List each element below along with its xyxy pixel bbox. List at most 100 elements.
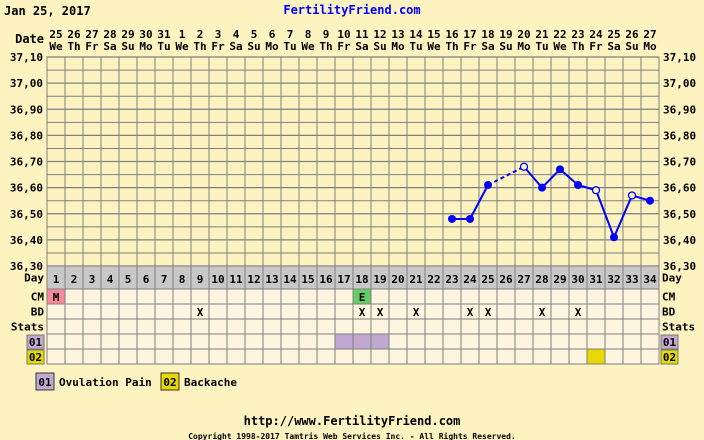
cycle-day: 1 [53, 273, 60, 286]
stat1-cell [136, 333, 156, 350]
bd-cell [226, 303, 246, 320]
cycle-day: 20 [391, 273, 404, 286]
stats-cell [442, 318, 462, 335]
temp-line-segment [541, 168, 561, 189]
date-number: 23 [571, 28, 584, 41]
stats-cell [622, 318, 642, 335]
bd-cell [46, 303, 66, 320]
footer-url[interactable]: http://www.FertilityFriend.com [244, 414, 461, 428]
bd-cell [442, 303, 462, 320]
stat-marker [334, 333, 354, 350]
stat1-cell [172, 333, 192, 350]
legend-code: 02 [163, 376, 176, 389]
date-weekday: We [301, 40, 315, 53]
stat2-cell [424, 348, 444, 365]
y-tick-left: 36,60 [10, 182, 43, 195]
stat-code-left: 02 [29, 351, 42, 364]
legend-swatch [160, 372, 180, 391]
cm-cell [100, 288, 120, 305]
stats-cell [172, 318, 192, 335]
temp-point-open [519, 162, 529, 171]
cm-label-right: CM [662, 291, 676, 304]
site-link[interactable]: FertilityFriend.com [283, 3, 420, 17]
stat2-cell [478, 348, 498, 365]
stat2-cell [442, 348, 462, 365]
date-weekday: Su [247, 40, 260, 53]
date-number: 1 [179, 28, 186, 41]
date-weekday: Mo [139, 40, 153, 53]
stat1-cell [640, 333, 660, 350]
stats-label-left: Stats [11, 321, 44, 334]
stat1-cell [190, 333, 210, 350]
date-weekday: Th [445, 40, 458, 53]
cycle-day: 14 [283, 273, 297, 286]
bd-cell [280, 303, 300, 320]
date-number: 28 [103, 28, 116, 41]
cm-cell [478, 288, 498, 305]
cm-cell [604, 288, 624, 305]
stat2-cell [82, 348, 102, 365]
bd-cell [262, 303, 282, 320]
date-weekday: Su [625, 40, 638, 53]
stat-badge-left [26, 349, 45, 365]
bd-cell [334, 303, 354, 320]
date-number: 31 [157, 28, 171, 41]
stats-cell [424, 318, 444, 335]
stat2-cell [262, 348, 282, 365]
date-weekday: Tu [283, 40, 296, 53]
stats-cell [478, 318, 498, 335]
date-number: 24 [589, 28, 603, 41]
stat1-cell [568, 333, 588, 350]
date-number: 27 [85, 28, 98, 41]
cm-cell [226, 288, 246, 305]
cm-cell [550, 288, 570, 305]
bd-cell [298, 303, 318, 320]
bd-mark: X [359, 306, 366, 319]
stat-code-right: 01 [663, 336, 677, 349]
cycle-day: 32 [607, 273, 620, 286]
stats-cell [370, 318, 390, 335]
y-tick-right: 36,60 [663, 182, 696, 195]
footer-copyright: Copyright 1998-2017 Tamtris Web Services… [188, 431, 516, 440]
stat2-cell [280, 348, 300, 365]
cm-cell [586, 288, 606, 305]
cycle-day: 9 [197, 273, 204, 286]
bd-mark: X [485, 306, 492, 319]
stats-cell [568, 318, 588, 335]
temp-line-segment [595, 189, 615, 238]
stat2-cell [550, 348, 570, 365]
stat2-cell [604, 348, 624, 365]
date-weekday: Sa [607, 40, 620, 53]
stat1-cell [622, 333, 642, 350]
cm-marker [352, 288, 372, 305]
stats-cell [334, 318, 354, 335]
stat2-cell [496, 348, 516, 365]
date-number: 29 [121, 28, 134, 41]
bd-cell [514, 303, 534, 320]
cm-cell [334, 288, 354, 305]
stat1-cell [424, 333, 444, 350]
cycle-day: 31 [589, 273, 603, 286]
stat1-cell [388, 333, 408, 350]
cycle-day: 13 [265, 273, 278, 286]
y-tick-left: 36,80 [10, 129, 43, 142]
bd-cell [388, 303, 408, 320]
stat-marker [370, 333, 390, 350]
cycle-day: 5 [125, 273, 132, 286]
cm-cell [154, 288, 174, 305]
stat1-cell [532, 333, 552, 350]
stat2-cell [640, 348, 660, 365]
cycle-day: 10 [211, 273, 224, 286]
cm-marker [46, 288, 66, 305]
stat2-cell [100, 348, 120, 365]
cm-cell [532, 288, 552, 305]
cm-cell [460, 288, 480, 305]
date-number: 7 [287, 28, 294, 41]
cycle-day: 28 [535, 273, 548, 286]
cm-label-left: CM [31, 291, 45, 304]
y-tick-left: 36,40 [10, 234, 43, 247]
date-number: 21 [535, 28, 549, 41]
cycle-day: 15 [301, 273, 314, 286]
date-weekday: Mo [391, 40, 405, 53]
temp-point [484, 181, 492, 190]
